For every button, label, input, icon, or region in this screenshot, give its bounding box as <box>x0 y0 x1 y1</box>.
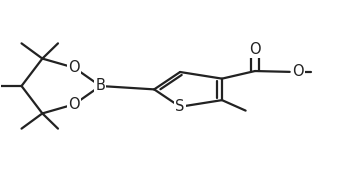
Text: O: O <box>69 97 80 112</box>
Text: B: B <box>96 78 105 94</box>
Text: S: S <box>175 99 185 114</box>
Text: O: O <box>249 41 261 57</box>
Text: O: O <box>292 64 303 79</box>
Text: O: O <box>69 60 80 75</box>
